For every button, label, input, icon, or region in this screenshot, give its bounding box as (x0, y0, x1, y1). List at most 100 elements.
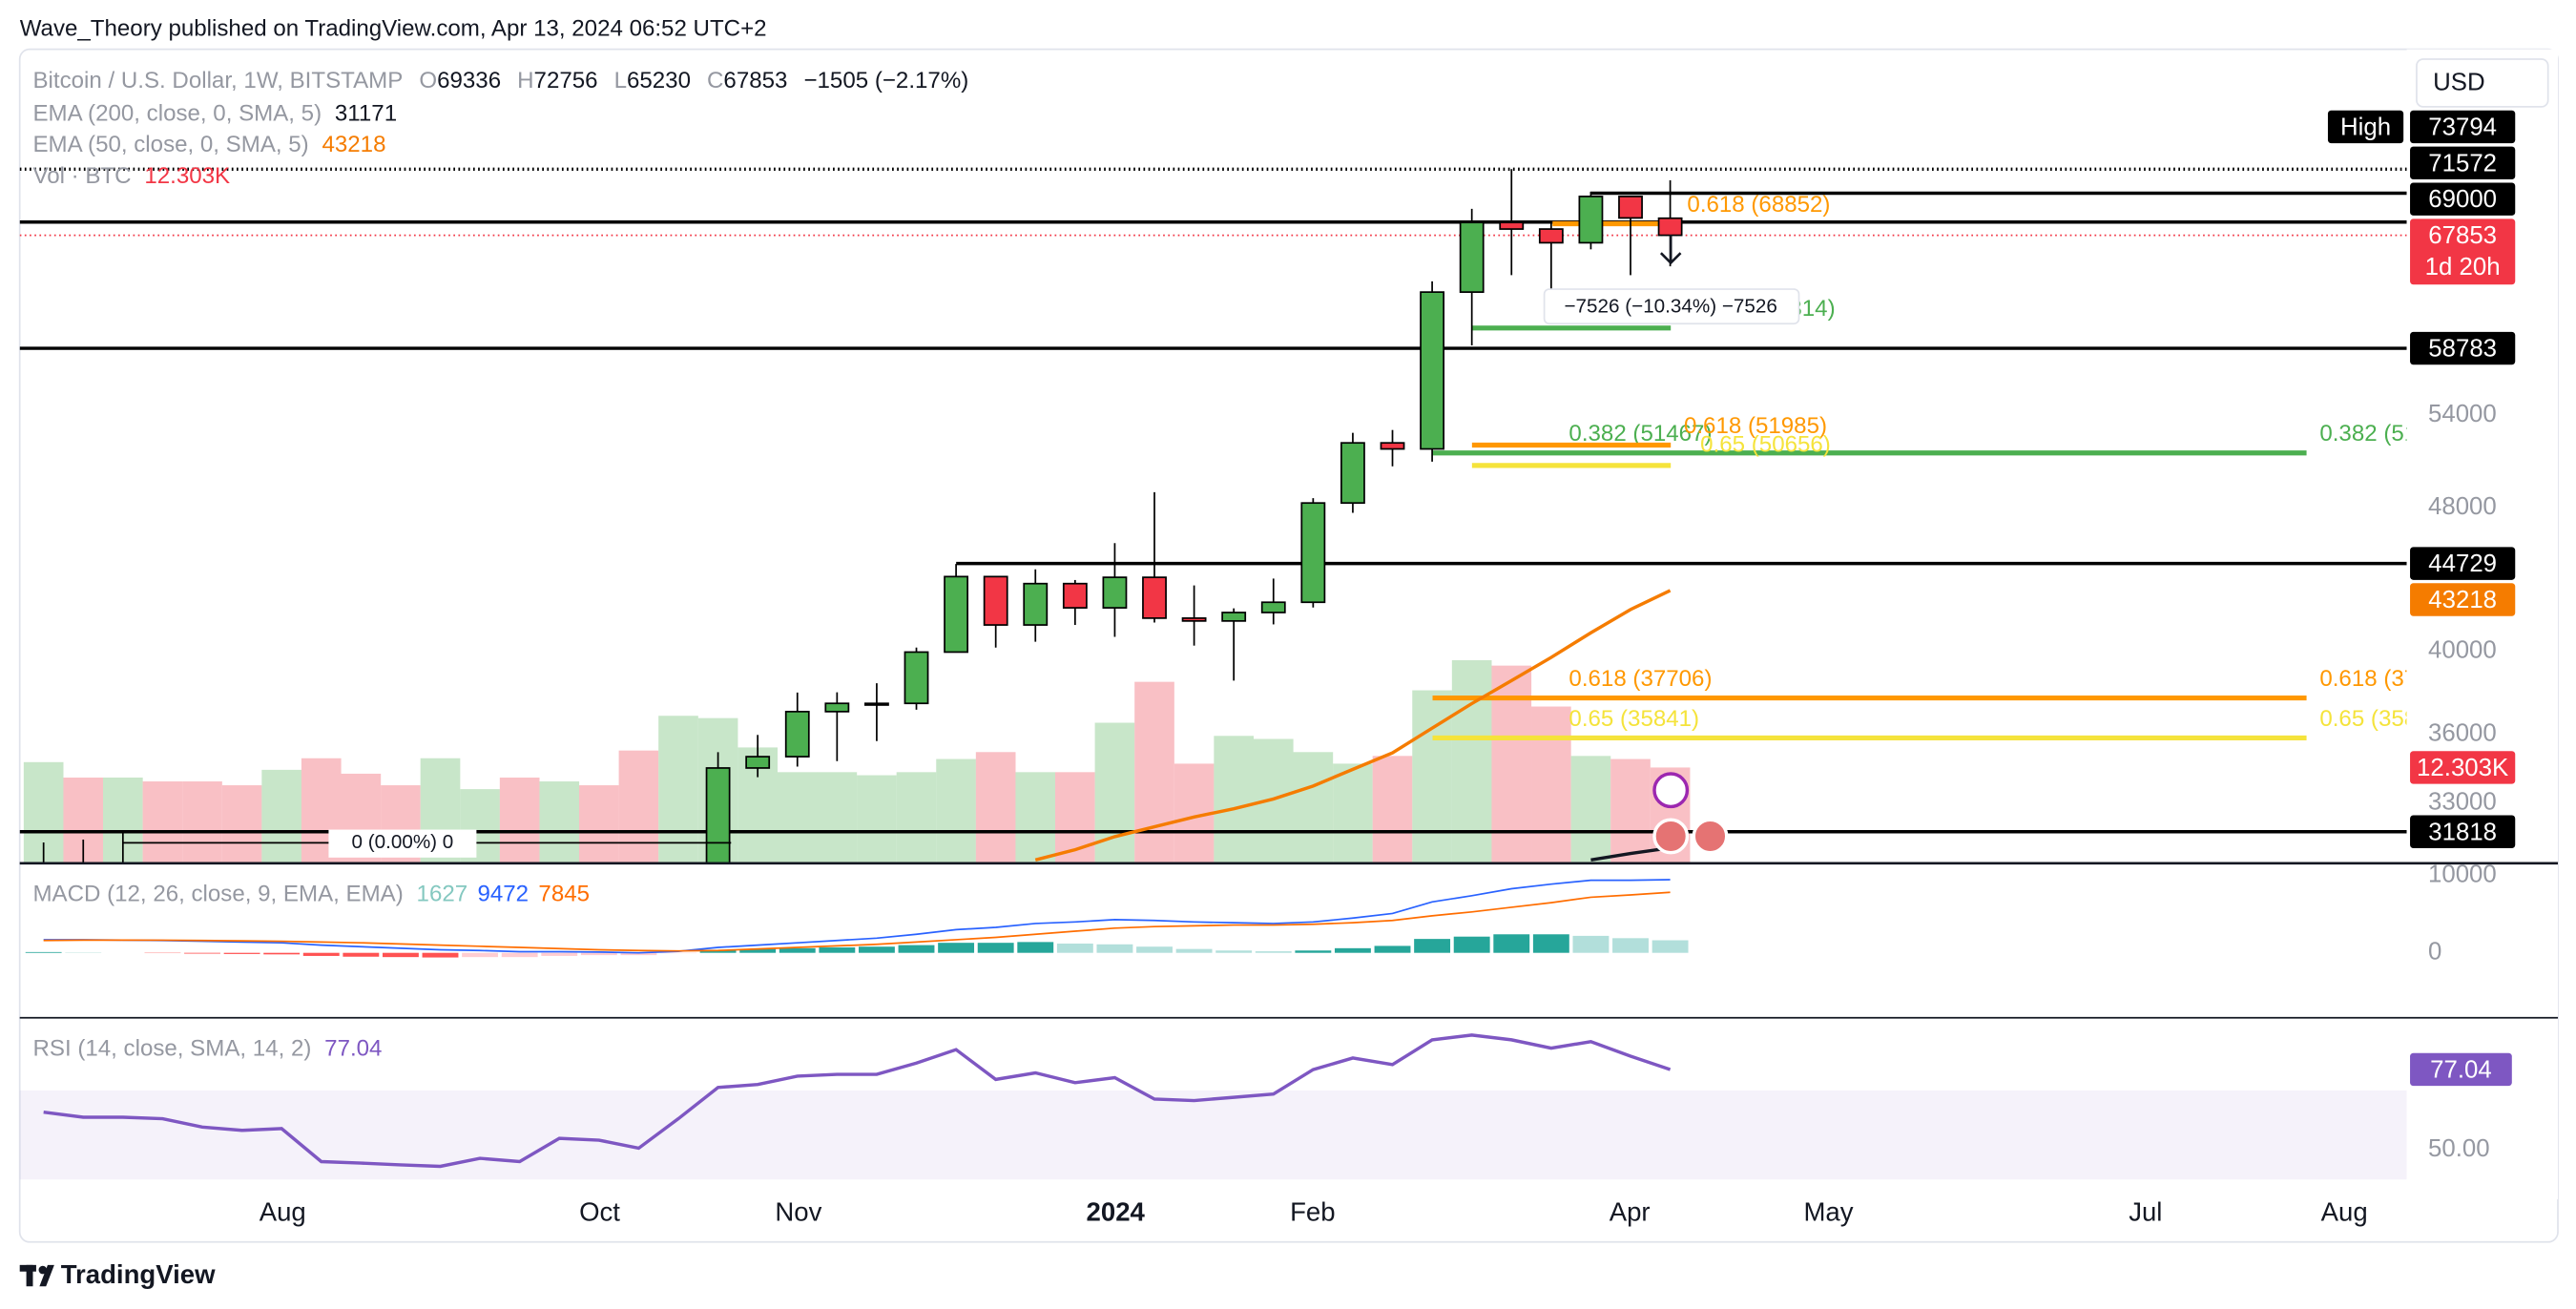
symbol-legend: Bitcoin / U.S. Dollar, 1W, BITSTAMP O693… (32, 68, 968, 94)
volume-bar (975, 752, 1016, 862)
currency[interactable]: USD (2433, 70, 2485, 96)
volume-bar (1134, 681, 1174, 862)
candle-body (1618, 196, 1643, 219)
macd-pane (25, 879, 1689, 958)
candle-body (428, 996, 451, 998)
macd-histogram-bar (819, 947, 856, 953)
candle-body (588, 933, 611, 935)
macd-histogram-bar (1532, 934, 1569, 953)
prefix: C (707, 68, 723, 94)
change: −1505 (−2.17%) (803, 68, 968, 94)
rsi-band (19, 1090, 2407, 1180)
volume-bar (142, 781, 183, 862)
candle-body (1102, 576, 1128, 609)
price-pane: 0.618 (68852)0.382 (60314)0.382 (51467)0… (19, 167, 2462, 998)
volume-bar (857, 775, 897, 862)
candle-body (1142, 576, 1167, 619)
macd-histogram-bar (620, 952, 657, 956)
candle-body (349, 987, 372, 990)
macd-histogram-bar (1136, 946, 1173, 953)
volume-bar (1451, 659, 1492, 862)
volume-bar (579, 785, 619, 862)
price-badge (2410, 815, 2516, 848)
volume-bar (1412, 690, 1452, 862)
macd-histogram-bar (977, 943, 1014, 953)
fib-label: 0.382 (51467) (1568, 421, 1712, 447)
macd-histogram-bar (580, 952, 617, 956)
macd-histogram-bar (541, 952, 578, 956)
macd-histogram-bar (184, 952, 220, 954)
macd-histogram-bar (739, 948, 777, 953)
x-tick-label: May (1803, 1197, 1853, 1227)
candle-body (1023, 582, 1049, 626)
candle-body (1340, 442, 1365, 505)
rsi-badge (2410, 1052, 2512, 1087)
macd-histogram-bar (1612, 938, 1649, 953)
measure-box (1543, 288, 1800, 325)
fib-label: 0.382 (51467) (2319, 421, 2462, 447)
event-icon (1692, 818, 1729, 855)
y-tick-label: 36000 (2428, 720, 2497, 747)
macd-histogram-bar (779, 947, 816, 953)
macd-histogram-bar (1096, 944, 1133, 953)
volume-bar (1531, 706, 1571, 862)
open-value: 69336 (437, 68, 501, 94)
volume-bar (221, 785, 262, 862)
macd-histogram-bar (382, 952, 419, 958)
price-badge (2410, 218, 2516, 285)
price-badge (2410, 110, 2516, 144)
fib-label: 0.65 (35841) (2319, 706, 2450, 732)
y-tick-label: 33000 (2428, 788, 2497, 815)
macd-histogram-bar (422, 952, 459, 958)
macd-histogram-bar (263, 952, 301, 955)
currency-button[interactable] (2416, 58, 2549, 108)
macd-name: MACD (12, 26, close, 9, EMA, EMA) (32, 882, 403, 907)
macd-histogram-bar (1453, 936, 1490, 953)
fib-label: 0.65 (35841) (1568, 706, 1699, 732)
candle-body (1459, 221, 1485, 294)
volume-bar (1333, 763, 1373, 862)
x-tick-label: Aug (260, 1197, 306, 1227)
countdown: 1d 20h (2425, 254, 2501, 280)
ema50-line (1034, 589, 1672, 862)
price-badge-label: 73794 (2428, 114, 2497, 140)
macd-histogram-bar (501, 952, 538, 958)
symbol: Bitcoin / U.S. Dollar, 1W, BITSTAMP (32, 68, 403, 94)
price-badge-label: 67853 (2428, 222, 2497, 249)
hist-value: 1627 (417, 882, 468, 907)
candle-body (112, 871, 135, 873)
high-value: 72756 (534, 68, 598, 94)
x-tick-label: Nov (775, 1197, 821, 1227)
frame (18, 48, 2559, 1243)
candle-body (1499, 221, 1525, 230)
candle-body (509, 975, 531, 984)
candle-body (1538, 228, 1564, 244)
fib-label: 0.618 (68852) (1687, 192, 1830, 218)
volume-bar (1372, 756, 1413, 862)
macd-value: 9472 (477, 882, 529, 907)
prefix: O (419, 68, 437, 94)
y-tick-label: 54000 (2428, 401, 2497, 427)
rsi-pane (19, 1033, 2407, 1180)
prefix: L (614, 68, 627, 94)
price-badge-label: 58783 (2428, 336, 2497, 363)
fib-label: 0.618 (51985) (1684, 413, 1827, 439)
tag-badge (2327, 110, 2404, 144)
ema-name: EMA (200, close, 0, SMA, 5) (32, 101, 322, 127)
candle-body (151, 871, 174, 881)
candle-body (667, 879, 690, 957)
price-badge (2410, 146, 2516, 180)
candle-body (983, 575, 1008, 626)
volume-bar (182, 781, 222, 862)
candle-body (1657, 217, 1683, 237)
y-tick-label: 48000 (2428, 493, 2497, 520)
macd-histogram-bar (1017, 942, 1054, 953)
volume-bar (1293, 752, 1334, 862)
candle-body (784, 711, 810, 758)
price-badge (2410, 751, 2516, 784)
volume-legend: Vol · BTC 12.303K (32, 163, 230, 189)
price-badge-label: 44729 (2428, 551, 2497, 577)
x-tick-label: Aug (2321, 1197, 2368, 1227)
fib-label: 0.618 (37706) (1568, 666, 1712, 692)
ema-value: 31171 (335, 101, 397, 127)
